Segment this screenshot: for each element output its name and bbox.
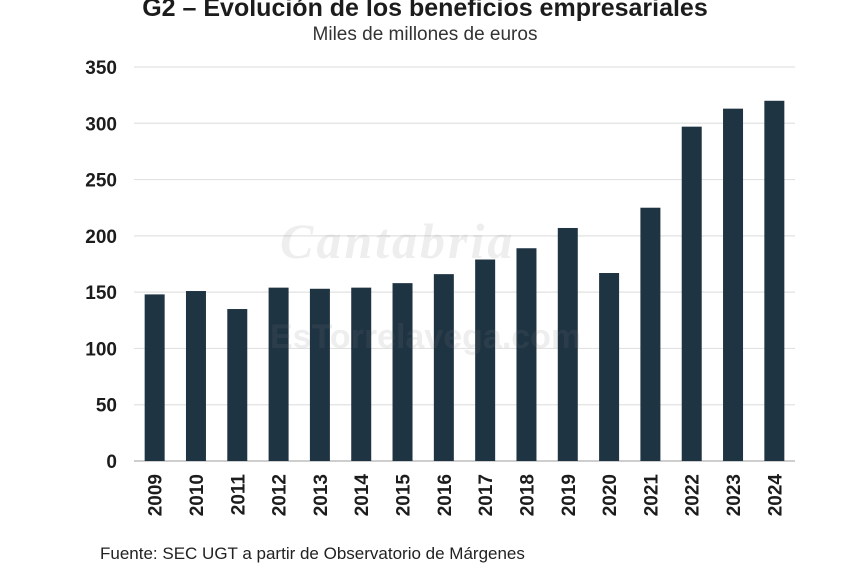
y-tick-label: 150 (85, 283, 117, 304)
x-tick-label: 2015 (394, 474, 415, 517)
y-tick-label: 50 (96, 396, 117, 417)
bar-2020 (599, 273, 620, 461)
x-tick-label: 2014 (352, 474, 373, 517)
x-tick-label: 2012 (270, 474, 291, 516)
bar-2022 (681, 126, 702, 462)
bar-2021 (640, 207, 661, 461)
bar-2012 (268, 287, 289, 461)
x-tick-label: 2020 (600, 474, 621, 516)
x-tick-label: 2011 (228, 474, 249, 516)
x-tick-label: 2017 (476, 474, 497, 516)
bar-2018 (516, 248, 537, 461)
chart-title: G2 – Evolución de los beneficios empresa… (142, 0, 708, 22)
bar-2015 (392, 283, 413, 461)
x-tick-label: 2023 (724, 474, 745, 516)
y-tick-label: 100 (85, 339, 117, 360)
x-tick-label: 2018 (517, 474, 538, 516)
bar-2024 (764, 100, 785, 462)
x-tick-label: 2016 (435, 474, 456, 516)
bar-2014 (351, 287, 372, 461)
y-tick-label: 350 (85, 58, 117, 79)
x-tick-label: 2022 (683, 474, 704, 516)
bar-2017 (475, 259, 496, 461)
bar-2011 (227, 309, 248, 461)
bar-2023 (723, 108, 744, 461)
bar-2016 (433, 274, 454, 461)
bar-2013 (309, 288, 330, 461)
y-tick-label: 250 (85, 171, 117, 192)
bar-2019 (557, 227, 578, 461)
y-tick-label: 0 (106, 452, 117, 473)
bar-2010 (185, 291, 206, 461)
x-tick-label: 2021 (641, 474, 662, 517)
x-axis-ticks: 2009 2010 2011 2012 2013 2014 2015 2016 2017 2018… (146, 474, 787, 517)
x-tick-label: 2019 (559, 474, 580, 516)
y-axis-ticks: 0 50 100 150 200 250 300 350 (85, 58, 117, 473)
y-tick-label: 200 (85, 227, 117, 248)
x-tick-label: 2024 (765, 474, 786, 517)
bar-2009 (144, 294, 165, 461)
x-tick-label: 2010 (187, 474, 208, 516)
chart-subtitle: Miles de millones de euros (312, 24, 538, 45)
x-tick-label: 2013 (311, 474, 332, 516)
y-tick-label: 300 (85, 114, 117, 135)
x-tick-label: 2009 (146, 474, 167, 516)
bars (144, 100, 785, 462)
source-note: Fuente: SEC UGT a partir de Observatorio… (100, 544, 525, 563)
